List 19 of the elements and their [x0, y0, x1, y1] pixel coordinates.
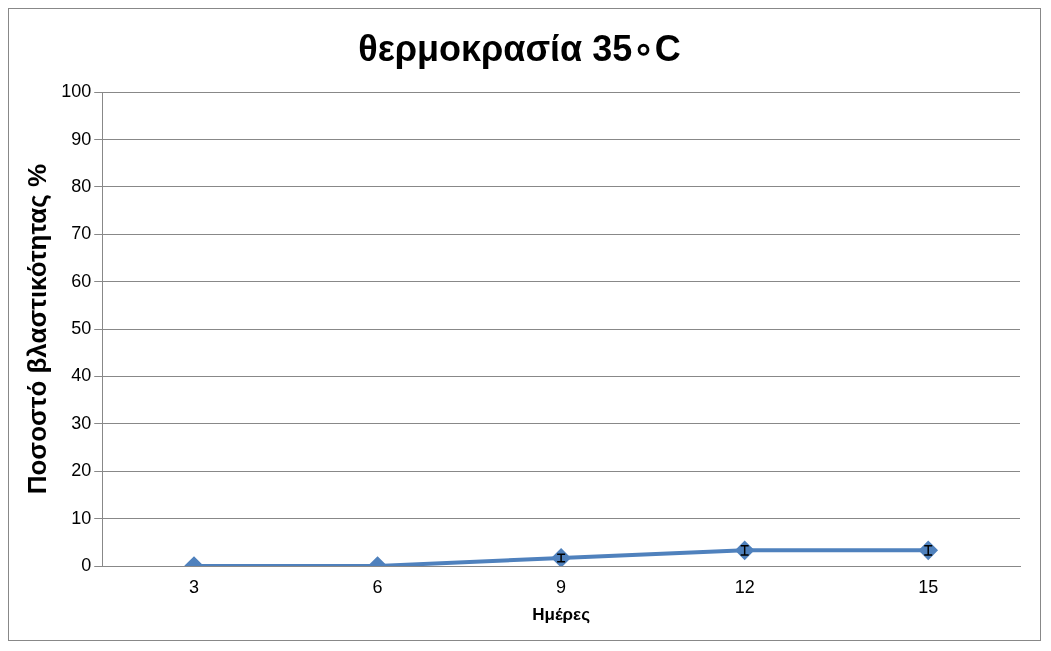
y-tick-label: 80: [71, 175, 92, 196]
x-axis-title: Ημέρες: [532, 605, 591, 625]
x-tick-label: 3: [189, 576, 200, 597]
y-tick-label: 90: [71, 128, 92, 149]
x-tick-label: 15: [918, 576, 939, 597]
x-tick-label: 12: [734, 576, 755, 597]
y-tick-label: 40: [71, 365, 92, 386]
y-tick-label: 60: [71, 270, 92, 291]
chart-title: θερμοκρασία 35∘C: [358, 27, 681, 69]
y-tick-label: 0: [81, 554, 92, 575]
y-tick-label: 100: [61, 81, 92, 102]
y-tick-label: 50: [71, 318, 92, 339]
y-tick-label: 70: [71, 223, 92, 244]
x-tick-label: 6: [372, 576, 383, 597]
y-tick-label: 10: [71, 507, 92, 528]
y-tick-label: 20: [71, 460, 92, 481]
x-tick-label: 9: [556, 576, 567, 597]
y-axis-title: Ποσοστό βλαστικότητας %: [21, 163, 52, 495]
y-tick-label: 30: [71, 412, 92, 433]
